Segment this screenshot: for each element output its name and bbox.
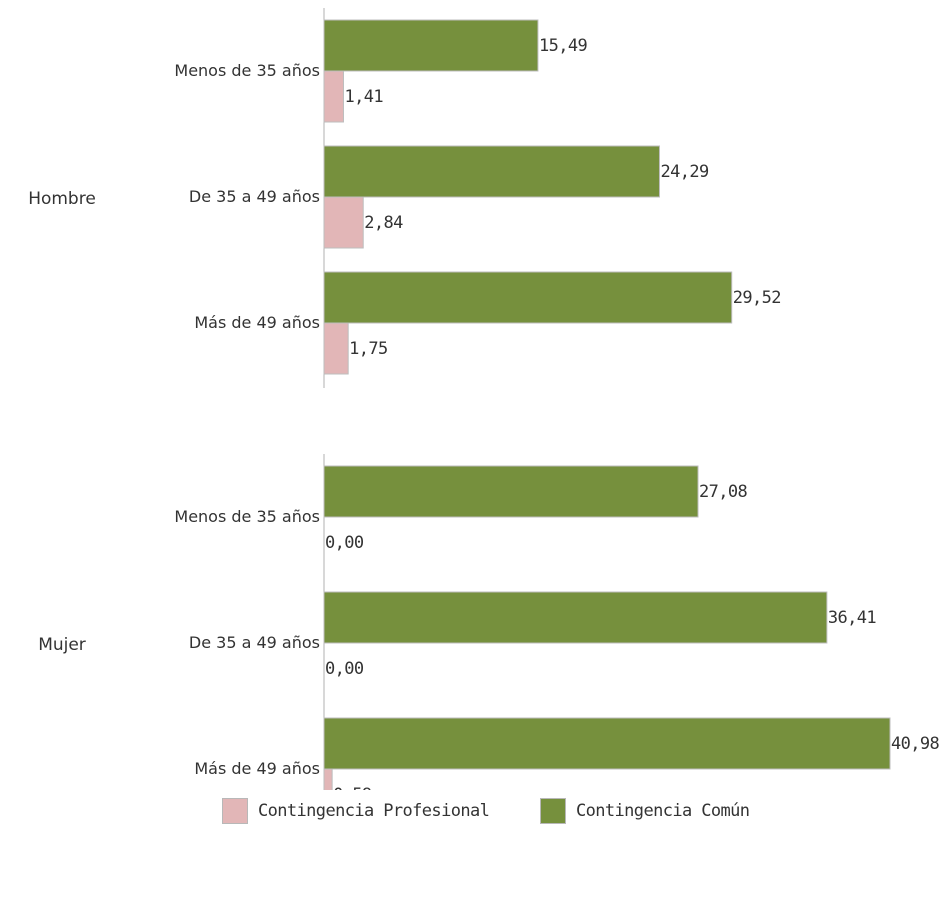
category-label: Menos de 35 años: [174, 61, 320, 80]
data-label: 0,00: [325, 533, 364, 553]
data-label: 40,98: [891, 734, 940, 754]
bar-contingencia-profesional: [323, 768, 333, 790]
legend-swatch-comun: [540, 798, 566, 824]
data-label: 1,41: [344, 87, 383, 107]
bar-contingencia-profesional: [323, 196, 364, 249]
category-label: Más de 49 años: [194, 313, 320, 332]
chart-canvas: Hombre Menos de 35 años 15,49 1,41 De 35 a 4…: [28, 8, 940, 790]
bar-contingencia-comun: [323, 591, 828, 644]
data-label: 36,41: [828, 608, 877, 628]
bar-contingencia-comun: [323, 19, 539, 72]
legend-item-comun: Contingencia Común: [540, 796, 750, 826]
data-label: 15,49: [539, 36, 588, 56]
legend-label-profesional: Contingencia Profesional: [258, 801, 490, 821]
bar-contingencia-comun: [323, 717, 891, 770]
legend-swatch-profesional: [222, 798, 248, 824]
legend-label-comun: Contingencia Común: [576, 801, 750, 821]
data-label: 24,29: [660, 162, 709, 182]
data-label: 27,08: [699, 482, 748, 502]
group-label-hombre: Hombre: [28, 189, 96, 209]
bar-contingencia-comun: [323, 271, 733, 324]
category-label: Menos de 35 años: [174, 507, 320, 526]
data-label: 0,59: [333, 785, 372, 790]
legend-item-profesional: Contingencia Profesional: [222, 796, 490, 826]
bar-contingencia-profesional: [323, 322, 349, 375]
category-label: De 35 a 49 años: [189, 633, 320, 652]
chart-legend: Contingencia Profesional Contingencia Co…: [0, 796, 949, 826]
data-label: 0,00: [325, 659, 364, 679]
data-label: 2,84: [364, 213, 403, 233]
group-label-mujer: Mujer: [38, 635, 86, 655]
bar-contingencia-comun: [323, 145, 660, 198]
category-label: De 35 a 49 años: [189, 187, 320, 206]
data-label: 29,52: [733, 288, 781, 308]
category-label: Más de 49 años: [194, 759, 320, 778]
bar-contingencia-profesional: [323, 70, 344, 123]
data-label: 1,75: [349, 339, 388, 359]
bar-contingencia-comun: [323, 465, 699, 518]
